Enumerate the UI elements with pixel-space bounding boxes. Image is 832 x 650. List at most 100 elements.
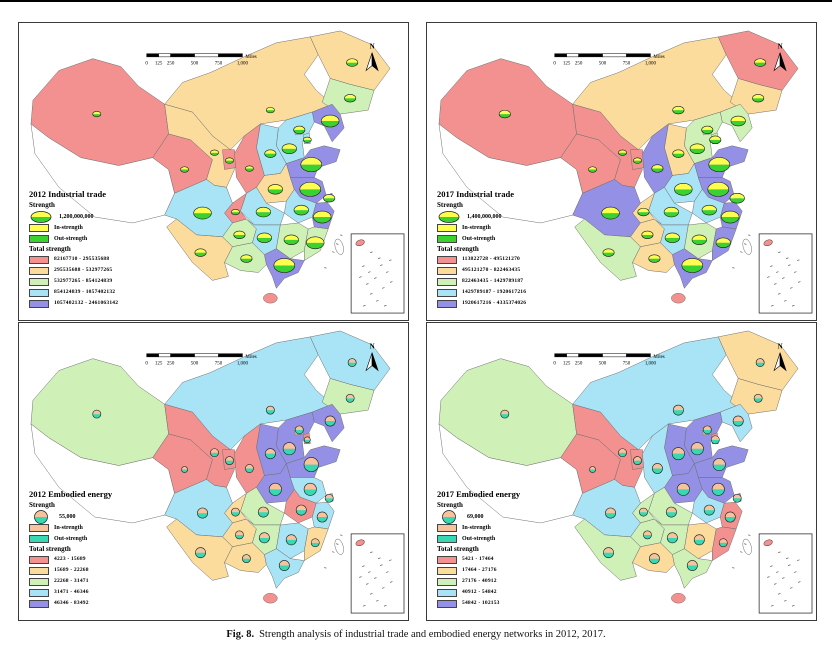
strength-label: Strength bbox=[29, 501, 55, 510]
in-strength-row: In-strength bbox=[437, 523, 567, 533]
strength-symbol-chongqing bbox=[231, 209, 240, 216]
strength-symbol-fujian bbox=[718, 538, 728, 548]
strength-symbol-jiangsu bbox=[303, 482, 317, 496]
strength-symbol-hunan bbox=[258, 532, 270, 544]
strength-symbol-shandong bbox=[712, 458, 726, 472]
class-swatch bbox=[29, 567, 49, 575]
strength-symbol-heilongjiang bbox=[347, 358, 357, 367]
strength-symbol-sichuan bbox=[197, 507, 208, 519]
strength-symbol-chongqing bbox=[639, 507, 648, 517]
island-dash bbox=[732, 567, 735, 569]
class-swatch bbox=[437, 556, 457, 564]
legend-class-row: 46346 - 83492 bbox=[29, 599, 159, 609]
strength-symbol-zhejiang bbox=[316, 511, 328, 523]
out-strength-label: Out-strength bbox=[54, 535, 88, 542]
strength-symbol-henan bbox=[674, 183, 693, 196]
strength-symbol-shandong bbox=[708, 157, 731, 172]
legend: 2012 Embodied energy Strength 55,000 In-… bbox=[29, 490, 159, 610]
strength-symbol-row: 55,000 bbox=[29, 509, 159, 524]
scale-bar: 0 125 250 500 750 1,000 Miles bbox=[145, 353, 257, 367]
legend-classes: 4223 - 15689 15689 - 22268 22268 - 31471 31… bbox=[29, 555, 159, 609]
strength-symbol-yunnan bbox=[195, 547, 206, 559]
strength-symbol-beijing bbox=[294, 425, 304, 435]
strength-symbol-icon bbox=[442, 509, 456, 524]
inset-island bbox=[355, 239, 365, 247]
china-map: 0 125 250 500 750 1,000 Miles N bbox=[30, 330, 405, 614]
in-strength-row: In-strength bbox=[29, 223, 159, 233]
strength-symbol-hebei bbox=[689, 143, 705, 154]
strength-symbol-tianjin bbox=[302, 136, 312, 143]
in-strength-label: In-strength bbox=[54, 524, 83, 531]
class-swatch bbox=[29, 556, 49, 564]
svg-text:1,000: 1,000 bbox=[237, 62, 249, 67]
strength-symbol-shanghai bbox=[732, 493, 742, 503]
island-dash bbox=[748, 234, 751, 236]
strength-symbol-yunnan bbox=[603, 547, 614, 559]
strength-symbol-jilin bbox=[345, 393, 355, 403]
strength-symbol-hebei bbox=[282, 442, 296, 456]
out-strength-label: Out-strength bbox=[462, 535, 496, 542]
province-hainan bbox=[263, 593, 278, 604]
legend: 2017 Industrial trade Strength 1,400,000… bbox=[437, 190, 567, 310]
legend-title: 2012 Embodied energy bbox=[29, 489, 113, 500]
class-range: 1920617216 - 4335374026 bbox=[462, 300, 527, 307]
strength-symbol-ningxia bbox=[633, 456, 642, 465]
strength-symbol-henan bbox=[676, 482, 690, 496]
total-strength-label: Total strength bbox=[437, 544, 479, 553]
strength-symbol-jiangsu bbox=[707, 181, 730, 197]
south-china-sea-inset bbox=[758, 233, 813, 314]
province-hainan bbox=[671, 593, 686, 604]
strength-symbol-xinjiang bbox=[498, 109, 511, 119]
strength-symbol-yunnan bbox=[194, 248, 207, 257]
strength-symbol-guizhou bbox=[643, 530, 652, 540]
strength-symbol-icon bbox=[30, 210, 52, 223]
strength-symbol-jilin bbox=[753, 393, 763, 403]
strength-symbol-chongqing bbox=[637, 207, 650, 217]
class-swatch bbox=[437, 578, 457, 586]
class-swatch bbox=[29, 278, 49, 286]
strength-symbol-qinghai bbox=[181, 466, 188, 473]
strength-value: 1,400,000,000 bbox=[467, 213, 502, 220]
in-strength-label: In-strength bbox=[54, 224, 83, 231]
strength-symbol-inner_mongolia bbox=[672, 404, 684, 416]
strength-symbol-jiangxi bbox=[693, 534, 705, 546]
class-swatch bbox=[29, 300, 49, 308]
svg-text:1,000: 1,000 bbox=[237, 362, 249, 367]
strength-symbol-ningxia bbox=[633, 157, 642, 164]
class-swatch bbox=[29, 256, 49, 264]
legend-title: 2017 Industrial trade bbox=[437, 189, 514, 200]
strength-symbol-hunan bbox=[256, 232, 272, 244]
svg-text:500: 500 bbox=[191, 362, 199, 367]
strength-symbol-inner_mongolia bbox=[265, 107, 275, 114]
class-range: 31471 - 46346 bbox=[54, 589, 89, 596]
class-range: 40912 - 54842 bbox=[462, 589, 497, 596]
strength-symbol-guangxi bbox=[240, 254, 253, 263]
island-dash bbox=[324, 267, 327, 269]
class-range: 82167710 - 295535688 bbox=[54, 256, 110, 263]
island-dash bbox=[324, 567, 327, 569]
svg-text:750: 750 bbox=[215, 62, 223, 67]
svg-text:125: 125 bbox=[155, 362, 163, 367]
svg-text:Miles: Miles bbox=[653, 55, 664, 60]
in-strength-swatch bbox=[437, 523, 457, 532]
strength-symbol-guangxi bbox=[242, 554, 251, 563]
figure-caption-text: Strength analysis of industrial trade an… bbox=[259, 629, 606, 640]
strength-symbol-zhejiang bbox=[313, 210, 332, 224]
strength-symbol-guangxi bbox=[648, 553, 660, 565]
strength-symbol-tianjin bbox=[709, 135, 722, 144]
strength-symbol-guangxi bbox=[648, 254, 661, 263]
island-dash bbox=[336, 543, 339, 545]
svg-text:250: 250 bbox=[575, 362, 583, 367]
svg-text:250: 250 bbox=[167, 62, 175, 67]
class-range: 295535688 - 532977265 bbox=[54, 267, 113, 274]
class-range: 854124839 - 1057402132 bbox=[54, 289, 116, 296]
class-range: 822463435 - 1429789187 bbox=[462, 278, 524, 285]
class-range: 113822728 - 495121270 bbox=[462, 256, 520, 263]
out-strength-swatch bbox=[437, 234, 457, 243]
strength-symbol-henan bbox=[268, 482, 282, 496]
legend-class-row: 31471 - 46346 bbox=[29, 588, 159, 598]
strength-symbol-xinjiang bbox=[92, 409, 102, 419]
strength-symbol-row: 1,200,000,000 bbox=[29, 210, 159, 223]
legend-class-row: 1429789187 - 1920617216 bbox=[437, 288, 567, 298]
